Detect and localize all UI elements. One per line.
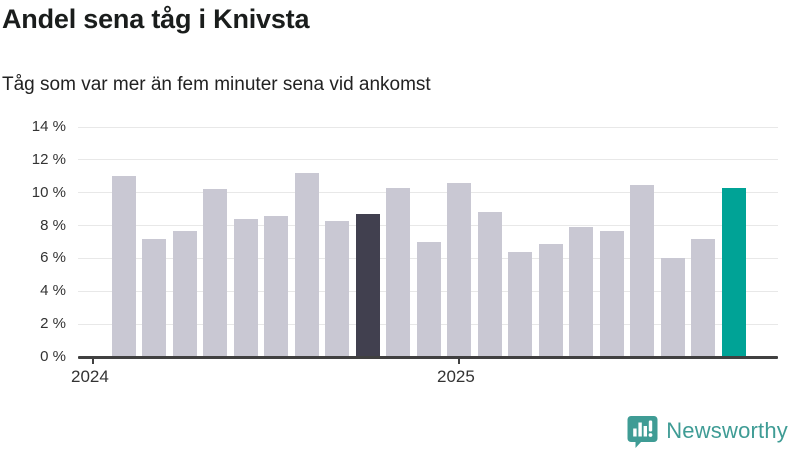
bar-mar-2025 xyxy=(508,251,532,357)
speech-bubble-shape xyxy=(627,416,658,448)
y-axis-label-6pct: 6 % xyxy=(40,249,66,267)
gridline-12pct xyxy=(78,159,778,161)
bar-jan-2025 xyxy=(447,182,471,357)
chart-subtitle: Tåg som var mer än fem minuter sena vid … xyxy=(2,74,431,95)
y-axis-label-10pct: 10 % xyxy=(31,183,66,201)
bar-sep-2025 xyxy=(691,238,715,357)
y-axis-label-12pct: 12 % xyxy=(31,150,66,168)
bar-okt-2024 xyxy=(355,214,380,357)
x-axis-label-2024: 2024 xyxy=(71,367,109,386)
y-axis-label-0pct: 0 % xyxy=(40,348,66,365)
y-axis-label-2pct: 2 % xyxy=(40,315,66,333)
x-axis-line xyxy=(78,356,778,359)
x-axis-label-2025: 2025 xyxy=(437,367,475,386)
bar-jun-2024 xyxy=(233,219,258,357)
bar-aug-2024 xyxy=(294,173,319,357)
footer-brand[interactable]: Newsworthy xyxy=(627,414,788,448)
newsworthy-logo-icon xyxy=(627,416,658,448)
y-axis-label-14pct: 14 % xyxy=(31,118,66,135)
bar-jul-2025 xyxy=(630,184,654,357)
bar-maj-2024 xyxy=(203,189,227,357)
y-axis-label-4pct: 4 % xyxy=(40,282,66,300)
bar-maj-2025 xyxy=(569,227,593,357)
bar-apr-2025 xyxy=(538,243,563,357)
chart-title: Andel sena tåg i Knivsta xyxy=(2,4,310,34)
bar-feb-2024 xyxy=(111,176,136,357)
gridline-8pct xyxy=(78,225,778,227)
y-axis-label-8pct: 8 % xyxy=(40,216,66,234)
bar-sep-2024 xyxy=(325,220,349,357)
gridline-10pct xyxy=(78,192,778,194)
brand-name: Newsworthy xyxy=(666,418,788,443)
bar-jul-2024 xyxy=(264,215,288,357)
bar-feb-2025 xyxy=(477,212,502,357)
bar-okt-2025 xyxy=(721,187,746,357)
x-axis-tick-2025 xyxy=(458,358,460,364)
bar-jun-2025 xyxy=(599,230,624,357)
plot-area: 0 % 2 % 4 % 6 % 8 % 10 % 12 % 14 % 2024 2025 xyxy=(32,118,778,386)
x-axis-tick-2024 xyxy=(92,358,94,364)
bar-dec-2024 xyxy=(416,242,441,357)
bar-apr-2024 xyxy=(172,230,197,357)
bar-aug-2025 xyxy=(660,258,685,357)
bar-mar-2024 xyxy=(142,238,166,357)
gridline-14pct xyxy=(78,126,778,128)
bar-nov-2024 xyxy=(386,187,410,357)
